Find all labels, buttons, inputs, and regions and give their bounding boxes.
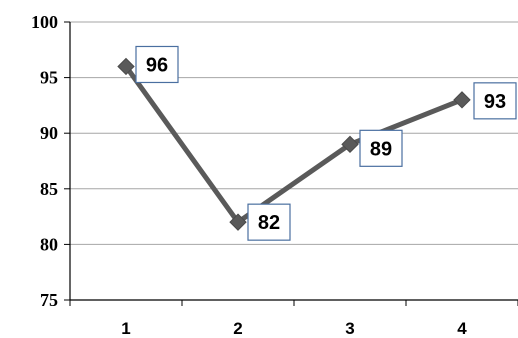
series-polyline <box>123 65 463 225</box>
data-label-box <box>135 45 179 84</box>
series-line <box>117 57 471 231</box>
y-axis: 75 80 85 90 95 100 <box>31 12 71 310</box>
data-point-marker <box>341 135 359 154</box>
data-label-box <box>473 82 517 120</box>
data-label-box <box>247 203 291 241</box>
data-label: 82 <box>258 212 280 234</box>
y-tick-label: 100 <box>31 12 58 32</box>
data-point-marker <box>453 91 471 109</box>
data-label: 93 <box>484 91 506 113</box>
data-label: 96 <box>146 54 168 76</box>
y-tick-label: 75 <box>40 290 58 310</box>
y-tick-label: 85 <box>40 179 58 199</box>
x-tick-label: 4 <box>457 319 467 338</box>
y-tick-label: 90 <box>40 123 58 143</box>
x-tick-label: 2 <box>233 319 242 338</box>
data-point-marker <box>117 57 135 76</box>
data-labels: 96 82 89 93 <box>135 45 517 241</box>
x-tick-label: 1 <box>121 319 130 338</box>
x-tick-label: 3 <box>345 319 354 338</box>
data-label-box <box>359 129 403 167</box>
data-point-marker <box>229 213 247 231</box>
y-tick-label: 95 <box>40 68 58 88</box>
y-tick-label: 80 <box>40 234 58 254</box>
data-label: 89 <box>370 138 392 160</box>
x-axis: 1 2 3 4 <box>69 299 518 338</box>
